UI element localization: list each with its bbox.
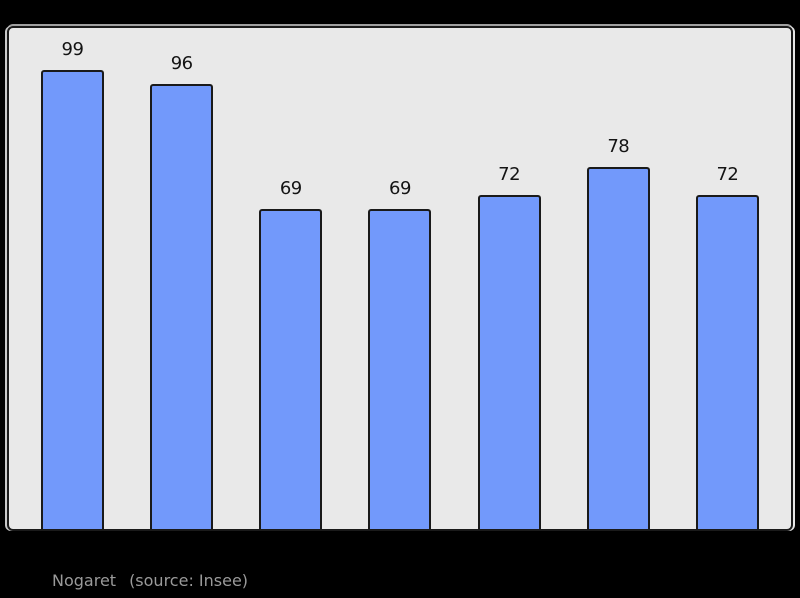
caption-name: Nogaret [52, 571, 117, 590]
bar [259, 208, 323, 529]
bar [41, 69, 104, 529]
bar [150, 83, 214, 529]
bar-value-label: 96 [170, 52, 193, 74]
caption-source: (source: Insee) [129, 571, 249, 590]
bar-group: 96 [150, 28, 214, 529]
bar-group: 99 [41, 28, 104, 529]
bar-group: 72 [477, 28, 541, 529]
bar-group: 69 [368, 28, 432, 529]
bar-value-label: 69 [389, 177, 411, 199]
bar-group: 69 [259, 28, 323, 529]
bar-value-label: 69 [279, 177, 302, 199]
bar-value-label: 72 [716, 164, 739, 185]
bar-group: 78 [586, 28, 650, 529]
bars-container: 99 96 69 69 72 78 72 [9, 28, 791, 529]
chart-caption: Nogaret (source: Insee) [52, 572, 248, 590]
bar-value-label: 78 [607, 136, 630, 158]
bar [368, 208, 432, 529]
bar [586, 167, 650, 529]
bar-group: 72 [695, 28, 759, 529]
bar-value-label: 99 [61, 38, 84, 60]
bar [477, 195, 541, 529]
chart-plot-area: 99 96 69 69 72 78 72 [7, 26, 793, 531]
bar [695, 195, 759, 529]
bar-value-label: 72 [498, 164, 521, 185]
